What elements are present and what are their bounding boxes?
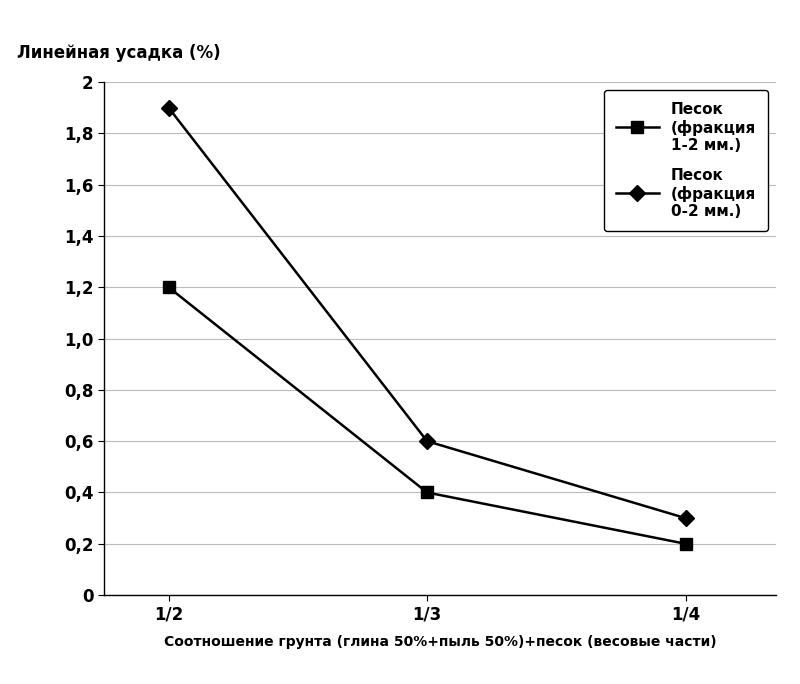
- Text: Линейная усадка (%): Линейная усадка (%): [17, 44, 220, 62]
- X-axis label: Соотношение грунта (глина 50%+пыль 50%)+песок (весовые части): Соотношение грунта (глина 50%+пыль 50%)+…: [164, 635, 716, 648]
- Legend: Песок
(фракция
1-2 мм.), Песок
(фракция
0-2 мм.): Песок (фракция 1-2 мм.), Песок (фракция …: [604, 90, 768, 231]
